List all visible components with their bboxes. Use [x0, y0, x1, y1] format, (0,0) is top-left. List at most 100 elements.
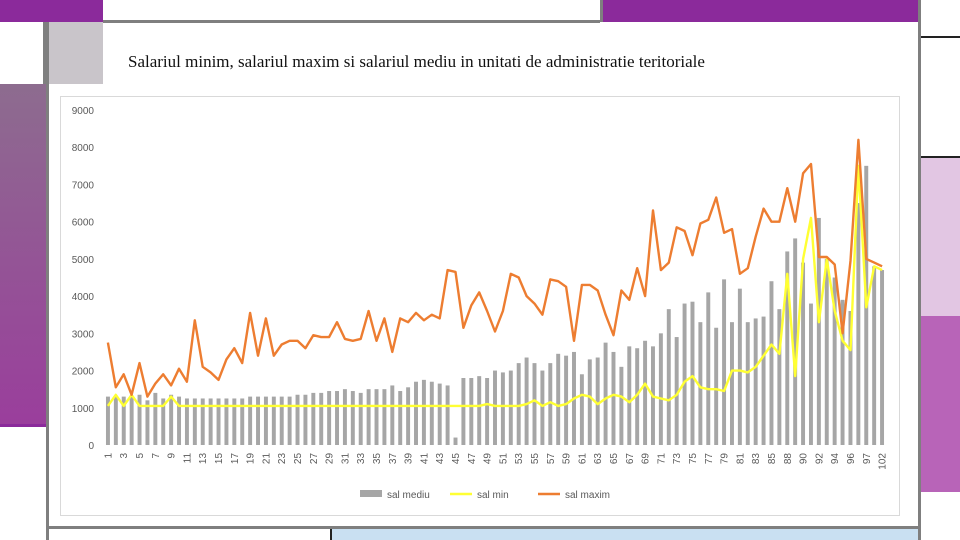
bar-sal-mediu [793, 238, 798, 445]
bar-sal-mediu [445, 385, 450, 445]
bar-sal-mediu [153, 392, 158, 445]
x-tick-label: 11 [182, 453, 193, 464]
x-tick-label: 69 [641, 453, 652, 465]
bar-sal-mediu [406, 387, 411, 445]
left-grey-box [49, 22, 103, 84]
bar-sal-mediu [121, 396, 126, 445]
x-tick-label: 5 [135, 453, 146, 459]
y-tick-label: 0 [88, 441, 94, 452]
bar-sal-mediu [421, 379, 426, 445]
x-tick-label: 9 [167, 453, 178, 459]
bar-sal-mediu [785, 251, 790, 445]
bar-sal-mediu [105, 396, 110, 445]
x-tick-label: 83 [751, 453, 762, 465]
bar-sal-mediu [184, 398, 189, 445]
x-tick-label: 45 [451, 453, 462, 465]
bar-sal-mediu [595, 357, 600, 445]
x-tick-label: 85 [767, 453, 778, 465]
top-right-purple-bar [600, 0, 918, 22]
bar-sal-mediu [224, 398, 229, 445]
x-tick-label: 51 [498, 453, 509, 465]
x-tick-label: 31 [340, 453, 351, 465]
bar-sal-mediu [532, 363, 537, 445]
bar-sal-mediu [635, 348, 640, 445]
bar-sal-mediu [643, 340, 648, 445]
bar-sal-mediu [745, 322, 750, 445]
bar-sal-mediu [682, 303, 687, 445]
x-tick-label: 43 [435, 453, 446, 465]
legend-label: sal mediu [387, 490, 430, 501]
bar-sal-mediu [540, 370, 545, 445]
x-tick-label: 65 [609, 453, 620, 465]
bar-sal-mediu [556, 353, 561, 445]
bar-sal-mediu [516, 363, 521, 445]
legend-label: sal maxim [565, 490, 610, 501]
bar-sal-mediu [477, 376, 482, 445]
bottom-frame-line [49, 526, 918, 529]
x-tick-label: 77 [704, 453, 715, 465]
x-tick-label: 88 [783, 453, 794, 465]
bar-sal-mediu [129, 396, 134, 445]
bar-sal-mediu [564, 355, 569, 445]
bar-sal-mediu [737, 288, 742, 445]
bar-sal-mediu [453, 437, 458, 445]
bar-sal-mediu [319, 392, 324, 445]
bar-sal-mediu [848, 311, 853, 445]
bar-sal-mediu [287, 396, 292, 445]
bar-series-sal-mediu [105, 165, 885, 445]
bar-sal-mediu [295, 394, 300, 445]
bar-sal-mediu [200, 398, 205, 445]
x-tick-label: 57 [546, 453, 557, 465]
bar-sal-mediu [469, 378, 474, 445]
right-top-white-box [921, 0, 960, 38]
bar-sal-mediu [358, 392, 363, 445]
bar-sal-mediu [145, 400, 150, 445]
top-right-grey-line [918, 0, 921, 540]
bar-sal-mediu [414, 381, 418, 445]
left-top-white-box [0, 22, 46, 84]
bar-sal-mediu [256, 396, 261, 445]
bar-sal-mediu [722, 279, 727, 445]
bar-sal-mediu [872, 266, 877, 445]
bar-sal-mediu [816, 217, 821, 445]
y-tick-label: 9000 [72, 106, 95, 117]
bar-sal-mediu [493, 370, 497, 445]
bar-sal-mediu [508, 370, 513, 445]
x-tick-label: 81 [735, 453, 746, 465]
bar-sal-mediu [832, 277, 837, 445]
x-tick-label: 73 [672, 453, 683, 465]
x-tick-label: 63 [593, 453, 604, 465]
x-tick-label: 23 [277, 453, 288, 465]
bar-sal-mediu [271, 396, 276, 445]
x-tick-label: 55 [530, 453, 541, 465]
y-tick-label: 7000 [72, 180, 95, 191]
x-tick-label: 94 [830, 453, 841, 465]
bar-sal-mediu [658, 333, 663, 445]
bar-sal-mediu [840, 299, 845, 445]
bar-sal-mediu [500, 372, 505, 445]
x-tick-label: 3 [119, 453, 130, 459]
bar-sal-mediu [761, 316, 766, 445]
bar-sal-mediu [374, 389, 379, 445]
right-pink-panel [921, 156, 960, 316]
bar-sal-mediu [279, 396, 284, 445]
x-tick-label: 75 [688, 453, 699, 465]
x-tick-label: 29 [325, 453, 336, 465]
bar-sal-mediu [311, 392, 316, 445]
bar-sal-mediu [335, 391, 339, 445]
line-sal-min [106, 164, 883, 408]
bar-sal-mediu [627, 346, 632, 445]
bar-sal-mediu [603, 342, 608, 445]
bar-sal-mediu [587, 359, 592, 445]
left-frame-line [46, 22, 49, 540]
x-tick-label: 21 [261, 453, 272, 465]
x-tick-label: 102 [878, 453, 889, 470]
bar-sal-mediu [808, 303, 813, 445]
bar-sal-mediu [216, 398, 221, 445]
x-tick-label: 33 [356, 453, 367, 465]
y-tick-label: 2000 [72, 367, 95, 378]
bar-sal-mediu [690, 301, 695, 445]
bar-sal-mediu [714, 327, 719, 445]
bar-sal-mediu [753, 318, 758, 445]
